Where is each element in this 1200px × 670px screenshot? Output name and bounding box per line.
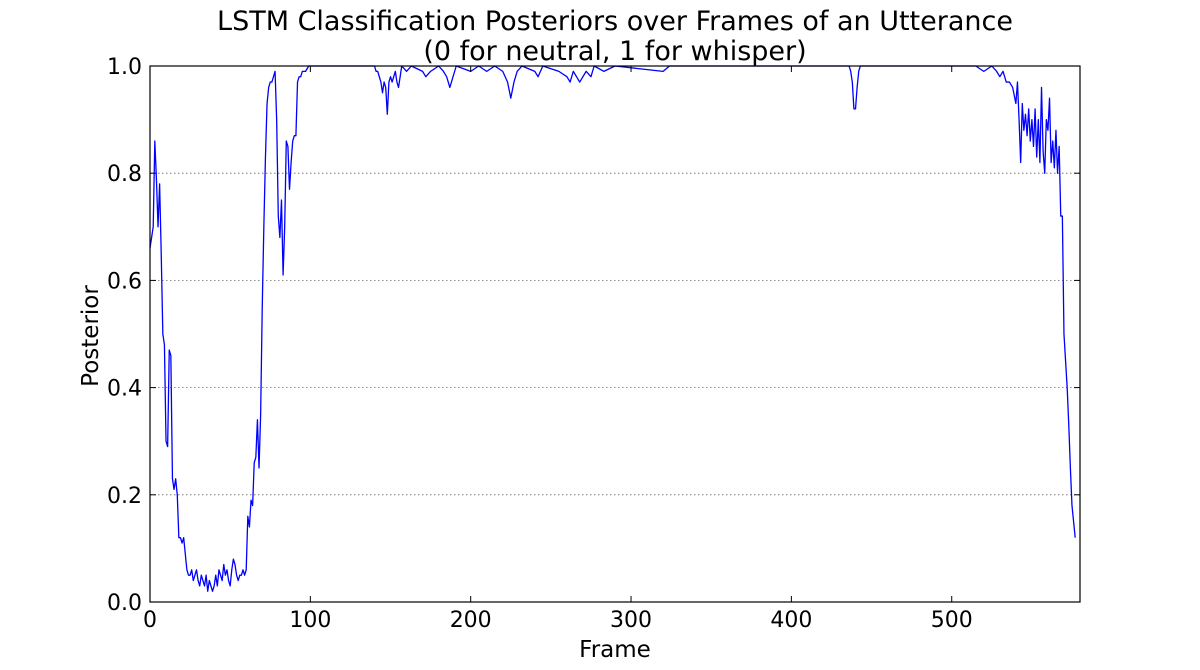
y-tick-label: 0.6 [107, 269, 142, 294]
x-tick-label: 400 [770, 608, 812, 633]
series-layer [149, 65, 1076, 592]
x-tick-labels: 0 100 200 300 400 500 [143, 608, 973, 633]
horizontal-gridlines [150, 172, 1080, 496]
y-tick-labels: 0.0 0.2 0.4 0.6 0.8 1.0 [107, 55, 142, 616]
x-tick-label: 300 [610, 608, 652, 633]
y-tick-label: 0.8 [107, 162, 142, 187]
x-tick-label: 0 [143, 608, 157, 633]
x-tick-label: 100 [289, 608, 331, 633]
chart-title-line-2: (0 for neutral, 1 for whisper) [423, 36, 806, 67]
series-line-0 [149, 65, 1076, 592]
tick-marks [149, 65, 1080, 603]
x-tick-label: 500 [931, 608, 973, 633]
y-tick-label: 0.0 [107, 591, 142, 616]
x-axis-label: Frame [579, 637, 651, 663]
y-axis-label: Posterior [78, 285, 104, 387]
plot-frame [149, 65, 1081, 603]
chart-title-line-1: LSTM Classification Posteriors over Fram… [217, 6, 1013, 37]
y-tick-label: 1.0 [107, 55, 142, 80]
x-tick-label: 200 [450, 608, 492, 633]
y-tick-label: 0.2 [107, 484, 142, 509]
y-tick-label: 0.4 [107, 377, 142, 402]
